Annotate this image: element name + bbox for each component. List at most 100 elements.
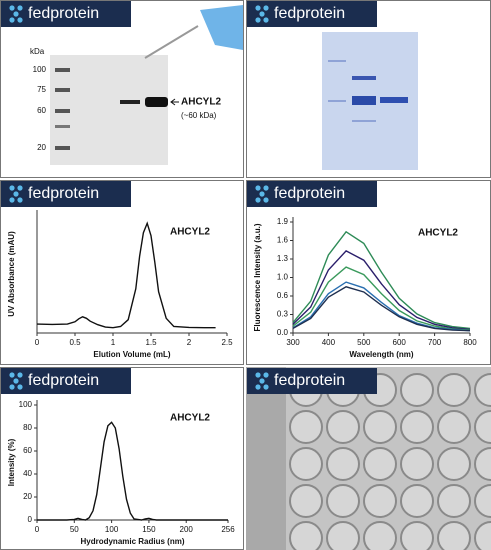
gel-band <box>328 60 346 62</box>
logo-dot <box>9 384 15 390</box>
y-tick-label: 0.3 <box>277 310 289 319</box>
well <box>474 447 491 481</box>
logo-dot <box>263 5 269 11</box>
arrow <box>170 98 179 106</box>
brand-name: fedprotein <box>28 372 99 389</box>
chart-title: AHCYL2 <box>418 228 458 239</box>
x-tick-label: 2.5 <box>221 338 233 347</box>
unit-label: kDa <box>30 47 45 56</box>
y-tick-label: 1.6 <box>277 236 289 245</box>
x-axis-label: Wavelength (nm) <box>349 350 413 359</box>
logo-dot <box>255 185 261 191</box>
well <box>363 410 397 444</box>
logo-dot <box>259 378 265 384</box>
well <box>363 484 397 518</box>
logo-dot <box>17 5 23 11</box>
x-axis-label: Elution Volume (mL) <box>93 350 171 359</box>
ladder-band <box>55 146 70 150</box>
well <box>437 410 471 444</box>
well <box>289 410 323 444</box>
panel-frame <box>246 180 491 365</box>
x-tick-label: 150 <box>142 525 156 534</box>
x-tick-label: 500 <box>357 338 371 347</box>
logo-dot <box>259 191 265 197</box>
y-tick-label: 100 <box>19 400 33 409</box>
well <box>400 521 434 550</box>
data-line <box>292 250 471 331</box>
well <box>363 521 397 550</box>
glove <box>200 5 243 50</box>
well <box>437 447 471 481</box>
logo-dot <box>263 384 269 390</box>
ladder-band <box>55 68 70 72</box>
data-line <box>36 221 216 329</box>
gel-band <box>328 100 346 102</box>
y-axis-label: Fluorescence Intensity (a.u.) <box>253 223 262 331</box>
logo-dot <box>255 17 261 23</box>
logo-dot <box>13 191 19 197</box>
y-tick-label: 0.0 <box>277 328 289 337</box>
y-tick-label: 1.3 <box>277 254 289 263</box>
data-line <box>292 286 471 332</box>
well <box>289 521 323 550</box>
x-tick-label: 2 <box>187 338 192 347</box>
x-tick-label: 200 <box>180 525 194 534</box>
x-tick-label: 1.5 <box>145 338 157 347</box>
brand-tag <box>247 368 377 394</box>
x-axis-label: Hydrodynamic Radius (nm) <box>80 537 184 546</box>
tweezers <box>144 25 199 59</box>
gel-band <box>352 96 376 105</box>
logo-dot <box>17 185 23 191</box>
well <box>326 410 360 444</box>
logo-dot <box>255 372 261 378</box>
y-axis-label: UV Absorbance (mAU) <box>7 231 16 317</box>
ladder-band <box>55 125 70 128</box>
well <box>474 410 491 444</box>
logo-dot <box>263 185 269 191</box>
logo-dot <box>17 197 23 203</box>
logo-dot <box>255 384 261 390</box>
well <box>437 373 471 407</box>
ladder-band <box>55 88 70 92</box>
plate-edge <box>246 367 286 550</box>
well <box>326 484 360 518</box>
well <box>326 521 360 550</box>
panel-sds <box>246 0 491 178</box>
logo-dot <box>263 17 269 23</box>
well <box>474 484 491 518</box>
marker-label: 100 <box>33 65 47 74</box>
logo-dot <box>259 11 265 17</box>
y-tick-label: 80 <box>23 423 32 432</box>
gel-band <box>352 120 376 122</box>
well <box>400 447 434 481</box>
x-tick-label: 0 <box>35 338 40 347</box>
logo-dot <box>17 372 23 378</box>
well <box>400 484 434 518</box>
x-tick-label: 0 <box>35 525 40 534</box>
data-line <box>292 230 471 330</box>
well <box>289 447 323 481</box>
marker-label: 20 <box>37 143 46 152</box>
panel-frame <box>0 367 244 550</box>
y-tick-label: 0 <box>28 515 33 524</box>
y-tick-label: 1.9 <box>277 217 289 226</box>
panel-microscopy <box>246 367 491 550</box>
marker-label: 75 <box>37 85 46 94</box>
well <box>437 484 471 518</box>
logo-dot <box>9 5 15 11</box>
x-tick-label: 700 <box>428 338 442 347</box>
brand-tag <box>1 368 131 394</box>
brand-name: fedprotein <box>274 185 345 202</box>
brand-name: fedprotein <box>28 185 99 202</box>
logo-dot <box>13 11 19 17</box>
well <box>437 521 471 550</box>
logo-dot <box>263 372 269 378</box>
y-tick-label: 0.6 <box>277 291 289 300</box>
well <box>400 373 434 407</box>
x-tick-label: 1 <box>111 338 116 347</box>
well <box>400 410 434 444</box>
x-tick-label: 300 <box>286 338 300 347</box>
brand-name: fedprotein <box>274 372 345 389</box>
y-tick-label: 1.0 <box>277 273 289 282</box>
